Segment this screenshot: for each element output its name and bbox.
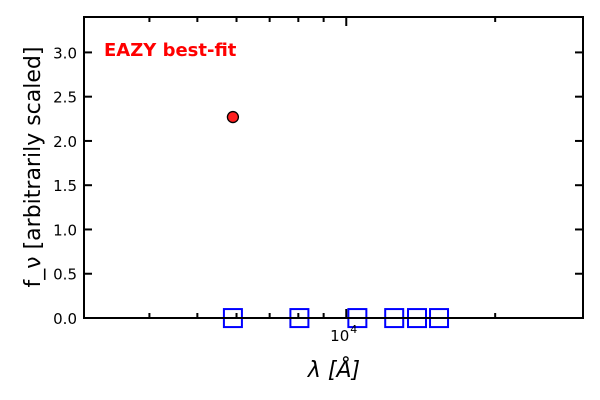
y-tick-label: 1.0 (53, 221, 77, 239)
y-tick-label: 0.0 (53, 310, 77, 328)
y-tick-label: 3.0 (53, 44, 77, 62)
x-tick-exponent: 4 (350, 323, 357, 336)
y-tick-label: 1.5 (53, 177, 77, 195)
x-axis-label: λ [Å] (307, 356, 360, 383)
circle-marker (226, 110, 240, 124)
y-tick-label: 0.5 (53, 266, 77, 284)
x-tick-label: 10 (330, 327, 349, 345)
y-axis-label: f_ν [arbitrarily scaled] (21, 47, 46, 288)
y-tick-label: 2.5 (53, 89, 77, 107)
y-tick-label: 2.0 (53, 133, 77, 151)
plot-frame (83, 16, 584, 319)
annotation: EAZY best-fit (104, 40, 237, 61)
